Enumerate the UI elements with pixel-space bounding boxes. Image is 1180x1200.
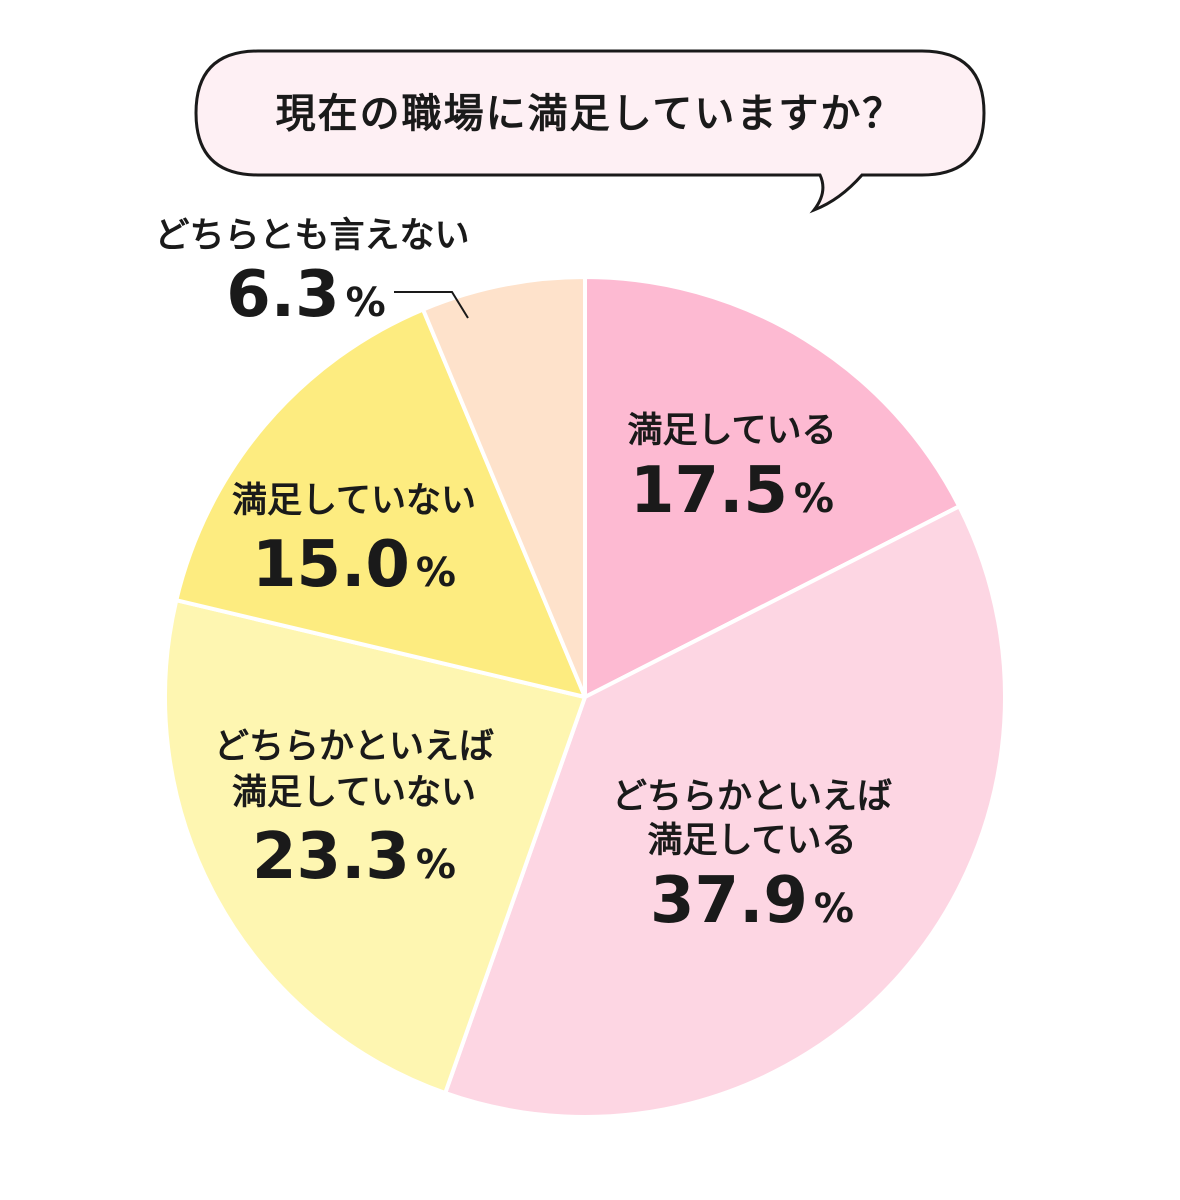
slice-value-satisfied: 17.5% [630,454,834,528]
slice-value-somewhat-unsatisfied-number: 23.3 [252,820,410,894]
pie-slice-2 [163,598,587,1096]
slice-label-somewhat-unsatisfied-2: 満足していない [232,773,476,813]
slice-label-satisfied: 満足している [628,411,837,451]
slice-value-somewhat-unsatisfied: 23.3% [252,820,456,894]
slice-label-neutral: どちらとも言えない [154,216,469,256]
slice-label-unsatisfied: 満足していない [232,481,476,521]
slice-value-unsatisfied-number: 15.0 [252,528,410,602]
leader-line [394,291,469,319]
slice-value-somewhat-satisfied: 37.9% [650,864,854,938]
slice-value-somewhat-satisfied-number: 37.9 [650,864,808,938]
title-bubble-shape [194,49,986,214]
pie-slice-1 [443,504,1007,1119]
percent-unit: % [416,550,456,596]
pie-slice-4 [421,275,587,699]
slice-value-unsatisfied: 15.0% [252,528,456,602]
chart-title: 現在の職場に満足していますか？ [276,91,905,137]
percent-unit: % [416,842,456,888]
pie-slice-0 [583,275,962,699]
title-bubble: 現在の職場に満足していますか？ [194,49,986,214]
slice-label-somewhat-satisfied-2: 満足している [648,821,857,861]
slice-value-neutral-number: 6.3 [226,258,339,332]
percent-unit: % [814,886,854,932]
slice-labels: 満足している 17.5% どちらかといえば 満足している 37.9% どちらかと… [154,216,892,938]
slice-value-neutral: 6.3% [226,258,385,332]
percent-unit: % [794,476,834,522]
percent-unit: % [346,280,386,326]
pie-slice-3 [174,307,587,699]
slice-label-somewhat-unsatisfied-1: どちらかといえば [214,727,494,767]
slice-label-somewhat-satisfied-1: どちらかといえば [612,777,892,817]
pie-slices [163,275,1007,1119]
slice-value-satisfied-number: 17.5 [630,454,788,528]
